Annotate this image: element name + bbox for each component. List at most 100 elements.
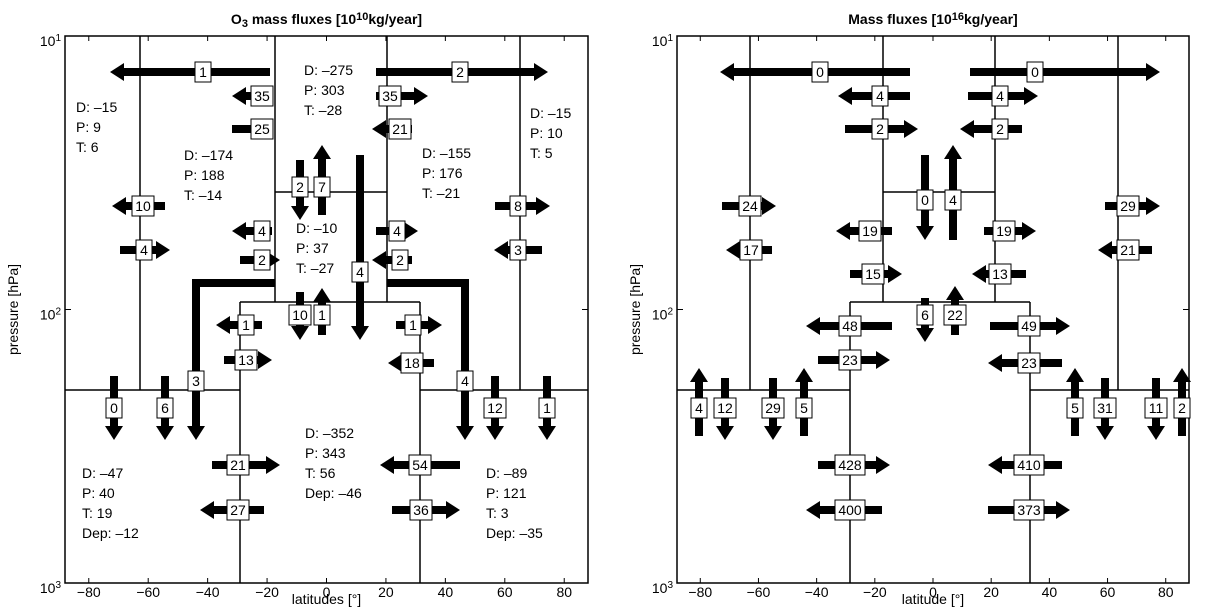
arrow-head bbox=[232, 222, 246, 240]
arrow-head bbox=[876, 456, 890, 474]
arrow-head bbox=[200, 501, 214, 519]
arrow-head bbox=[187, 426, 205, 440]
budget-text: T: –28 bbox=[304, 102, 342, 118]
arrow-head bbox=[762, 197, 776, 215]
x-tick-label: −60 bbox=[136, 584, 160, 600]
arrow-head bbox=[988, 354, 1002, 372]
flux-arrow: 4 bbox=[120, 239, 170, 261]
arrow-label: 10 bbox=[292, 307, 308, 323]
arrow-label-box bbox=[456, 370, 474, 392]
flux-arrow: 4 bbox=[968, 85, 1038, 107]
arrow-label-box bbox=[351, 261, 369, 283]
budget-text: T: –21 bbox=[422, 185, 460, 201]
flux-arrow: 4 bbox=[376, 220, 418, 242]
x-tick-label: 0 bbox=[323, 584, 331, 600]
budget-text: D: –89 bbox=[486, 465, 527, 481]
flux-arrow: 11 bbox=[1144, 378, 1168, 440]
arrow-head bbox=[1098, 241, 1112, 259]
arrow-label-box bbox=[834, 499, 866, 521]
flux-arrow: 0 bbox=[916, 155, 934, 240]
arrow-shaft bbox=[387, 279, 469, 426]
arrow-label: 4 bbox=[461, 373, 469, 389]
arrow-head bbox=[1173, 368, 1191, 382]
arrow-label: 8 bbox=[514, 198, 522, 214]
flux-arrow: 31 bbox=[1093, 378, 1117, 440]
arrow-label-box bbox=[1026, 61, 1044, 83]
x-axis-label: latitude [°] bbox=[902, 591, 964, 607]
arrow-head bbox=[1146, 63, 1160, 81]
budget-text: P: 37 bbox=[296, 240, 329, 256]
flux-arrow: 4 bbox=[690, 368, 708, 436]
arrow-label: 1 bbox=[543, 400, 551, 416]
arrow-label-box bbox=[838, 315, 862, 337]
budget-text: Dep: –35 bbox=[486, 525, 543, 541]
arrow-label-box bbox=[795, 397, 813, 419]
flux-arrow: 1 bbox=[538, 376, 556, 440]
flux-arrow: 0 bbox=[105, 376, 123, 440]
y-tick-exponent: 3 bbox=[55, 580, 61, 591]
arrow-label-box bbox=[313, 176, 331, 198]
arrow-label-box bbox=[404, 314, 422, 336]
flux-arrow: 5 bbox=[795, 368, 813, 436]
arrow-label-box bbox=[483, 397, 507, 419]
arrow-label: 1 bbox=[199, 64, 207, 80]
title-part: 10 bbox=[356, 11, 368, 23]
arrow-label: 4 bbox=[356, 264, 364, 280]
arrow-head bbox=[538, 426, 556, 440]
arrow-label: 2 bbox=[258, 252, 266, 268]
arrow-label-box bbox=[391, 249, 409, 271]
x-tick-label: 80 bbox=[556, 584, 572, 600]
x-tick-label: 40 bbox=[438, 584, 454, 600]
arrow-label-box bbox=[538, 397, 556, 419]
arrow-label: 0 bbox=[1031, 64, 1039, 80]
arrow-label: 23 bbox=[1021, 355, 1037, 371]
flux-arrow: 1 bbox=[313, 288, 331, 335]
budget-text: D: –15 bbox=[530, 105, 571, 121]
y-tick-label: 102 bbox=[652, 307, 674, 323]
arrow-label: 2 bbox=[456, 64, 464, 80]
arrow-label-box bbox=[1017, 315, 1041, 337]
arrow-label: 5 bbox=[1071, 400, 1079, 416]
arrow-label-box bbox=[690, 397, 708, 419]
flux-arrow: 22 bbox=[943, 286, 967, 335]
flux-arrow: 410 bbox=[988, 454, 1062, 476]
flux-arrow: 4 bbox=[351, 155, 369, 340]
arrow-label: 19 bbox=[862, 223, 878, 239]
arrow-label-box bbox=[156, 397, 174, 419]
arrow-label: 2 bbox=[876, 121, 884, 137]
title-part: 16 bbox=[952, 11, 964, 23]
flux-arrow: 1 bbox=[216, 314, 262, 336]
flux-arrow: 29 bbox=[1105, 195, 1160, 217]
arrow-head bbox=[291, 206, 309, 220]
panel: Mass fluxes [1016kg/year]−80 −60 −40 −20 0 20… bbox=[627, 11, 1191, 607]
arrow-label: 4 bbox=[393, 223, 401, 239]
arrow-label-box bbox=[1093, 397, 1117, 419]
arrow-label: 18 bbox=[404, 355, 420, 371]
arrow-head bbox=[720, 63, 734, 81]
budget-text: D: –275 bbox=[304, 62, 353, 78]
y-tick-label: 103 bbox=[652, 580, 674, 596]
arrow-label-box bbox=[187, 370, 205, 392]
arrow-label-box bbox=[226, 454, 250, 476]
x-axis-label: latitudes [°] bbox=[292, 591, 361, 607]
arrow-label: 7 bbox=[318, 179, 326, 195]
arrow-head bbox=[486, 426, 504, 440]
flux-arrow: 19 bbox=[984, 220, 1036, 242]
arrow-label-box bbox=[861, 263, 885, 285]
title-part: kg/year] bbox=[368, 11, 422, 27]
arrow-head bbox=[414, 87, 428, 105]
flux-arrow: 0 bbox=[970, 61, 1160, 83]
flux-arrow: 428 bbox=[818, 454, 890, 476]
arrow-label-box bbox=[509, 195, 527, 217]
x-tick-label: 80 bbox=[1158, 584, 1174, 600]
arrow-label: 4 bbox=[258, 223, 266, 239]
arrow-label-box bbox=[388, 118, 412, 140]
arrow-label: 13 bbox=[992, 266, 1008, 282]
flux-arrow: 13 bbox=[224, 349, 272, 371]
arrow-label: 12 bbox=[487, 400, 503, 416]
flux-arrow: 2 bbox=[1173, 368, 1191, 436]
budget-text: T: –27 bbox=[296, 260, 334, 276]
x-tick-label: −60 bbox=[747, 584, 771, 600]
arrow-head bbox=[380, 456, 394, 474]
budget-text: P: 121 bbox=[486, 485, 527, 501]
